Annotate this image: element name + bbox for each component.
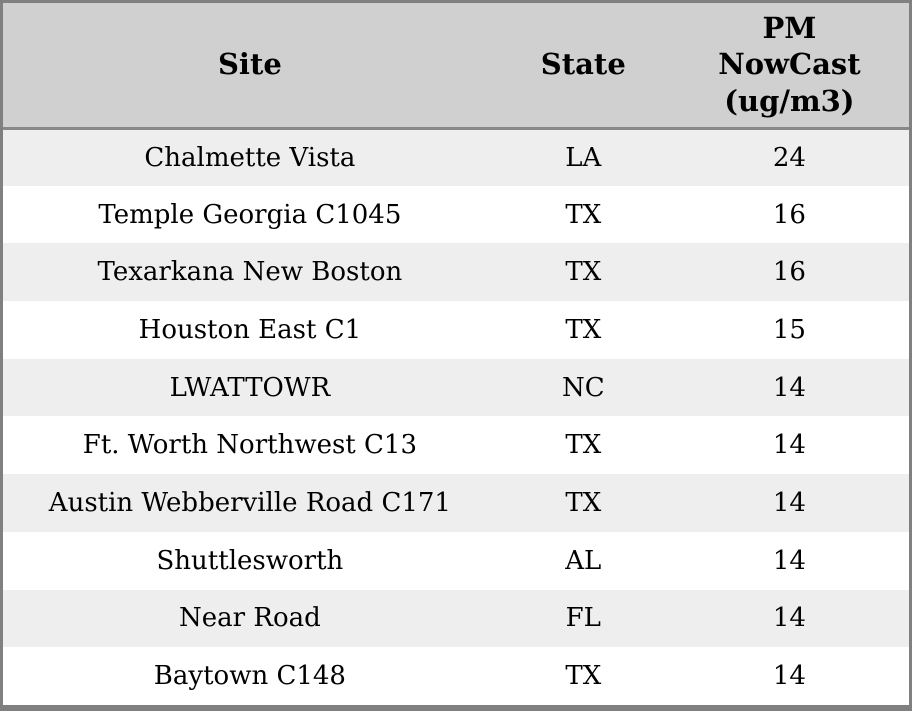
header-row: Site State PM NowCast (ug/m3) [3,3,909,130]
cell-state: TX [565,257,602,288]
cell-pm-nowcast: 14 [772,487,806,518]
cell-pm-nowcast: 16 [772,257,806,288]
cell-state: TX [565,661,602,692]
cell-pm-nowcast: 24 [772,142,806,173]
cell-pm-nowcast: 14 [772,661,806,692]
pm-nowcast-table: Site State PM NowCast (ug/m3) Chalmette … [3,3,909,705]
cell-site: Houston East C1 [138,314,362,345]
table-body: Chalmette Vista LA 24 Temple Georgia C10… [3,128,909,705]
cell-state: AL [565,545,602,576]
cell-state: TX [565,199,602,230]
cell-state: TX [565,314,602,345]
cell-pm-nowcast: 16 [772,199,806,230]
table-row: Ft. Worth Northwest C13 TX 14 [3,416,909,475]
cell-site: LWATTOWR [169,372,331,403]
cell-site: Ft. Worth Northwest C13 [82,430,417,461]
cell-site: Baytown C148 [153,661,346,692]
cell-pm-nowcast: 14 [772,545,806,576]
table-row: Austin Webberville Road C171 TX 14 [3,474,909,532]
table-row: Baytown C148 TX 14 [3,647,909,705]
column-header-state: State [496,3,670,130]
cell-pm-nowcast: 14 [772,603,806,634]
cell-state: NC [561,372,605,403]
cell-pm-nowcast: 14 [772,430,806,461]
cell-site: Austin Webberville Road C171 [48,487,451,518]
table-row: Temple Georgia C1045 TX 16 [3,185,909,244]
table-row: Texarkana New Boston TX 16 [3,243,909,302]
column-header-site: Site [3,3,497,130]
cell-site: Temple Georgia C1045 [98,199,402,230]
cell-state: LA [565,142,602,173]
cell-pm-nowcast: 15 [772,314,806,345]
cell-site: Near Road [179,603,321,634]
cell-state: TX [565,487,602,518]
table-row: Chalmette Vista LA 24 [3,128,909,186]
column-header-pm-nowcast: PM NowCast (ug/m3) [669,3,909,130]
table-row: Houston East C1 TX 15 [3,301,909,359]
cell-site: Texarkana New Boston [97,257,403,288]
cell-state: FL [565,603,601,634]
table-row: Shuttlesworth AL 14 [3,531,909,590]
cell-pm-nowcast: 14 [772,372,806,403]
cell-site: Chalmette Vista [144,142,356,173]
table-header: Site State PM NowCast (ug/m3) [3,3,909,130]
cell-state: TX [565,430,602,461]
table-row: Near Road FL 14 [3,589,909,648]
cell-site: Shuttlesworth [156,545,344,576]
table-row: LWATTOWR NC 14 [3,358,909,417]
